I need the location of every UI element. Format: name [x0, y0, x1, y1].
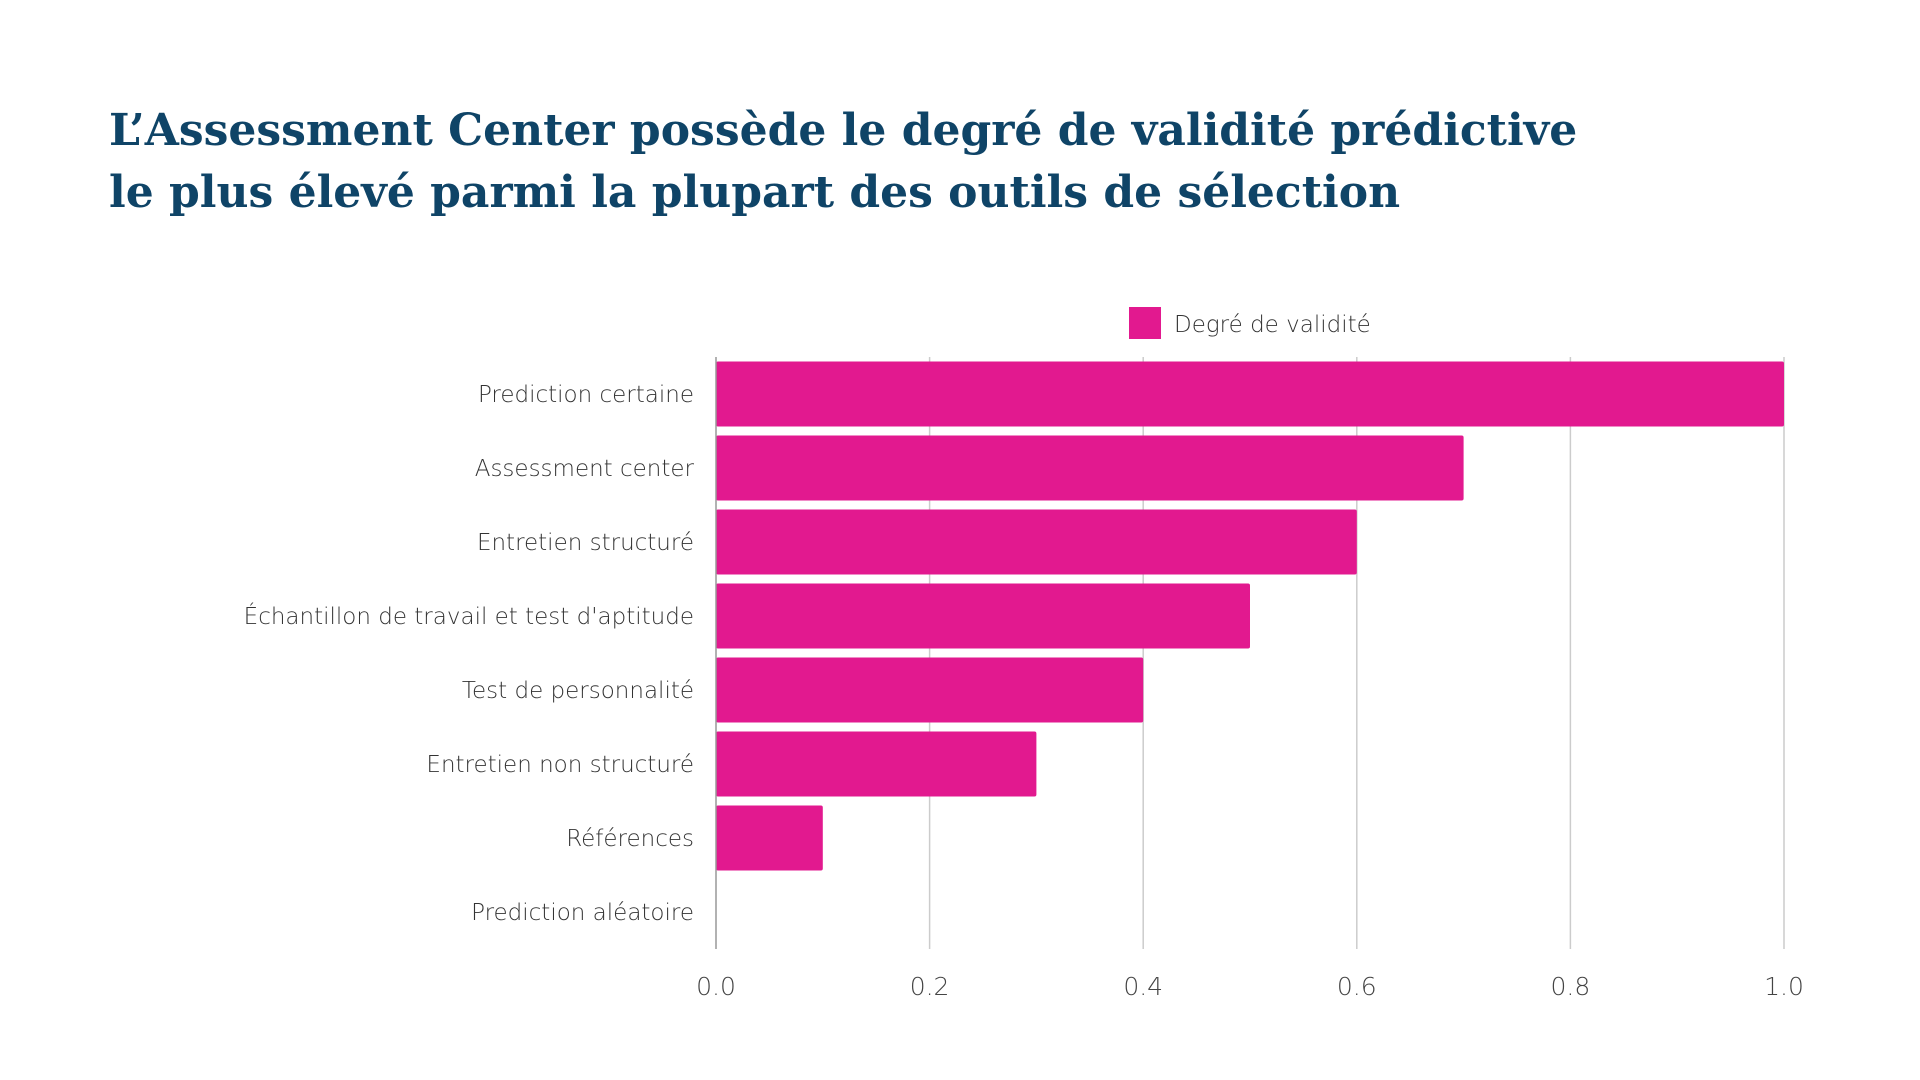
bar — [716, 805, 823, 871]
category-label: Assessment center — [475, 456, 695, 482]
category-label: Test de personnalité — [462, 678, 694, 704]
legend: Degré de validité — [1129, 307, 1371, 339]
x-tick-label: 1.0 — [1764, 972, 1804, 1001]
bar — [716, 509, 1357, 575]
chart-title-line-1: L’Assessment Center possède le degré de … — [109, 105, 1578, 156]
bar — [716, 657, 1144, 723]
x-tick-label: 0.0 — [696, 972, 736, 1001]
x-tick-label: 0.2 — [910, 972, 950, 1001]
category-label: Prediction certaine — [478, 382, 694, 408]
bar — [716, 731, 1037, 797]
category-label: Références — [566, 826, 694, 852]
bar — [716, 361, 1784, 427]
legend-label: Degré de validité — [1174, 312, 1371, 338]
category-label: Entretien structuré — [477, 530, 694, 556]
category-label: Entretien non structuré — [426, 752, 694, 778]
legend-swatch — [1129, 307, 1161, 339]
category-labels: Prediction certaine Assessment center Entr… — [244, 382, 695, 926]
chart-title: L’Assessment Center possède le degré de … — [109, 100, 1577, 224]
x-tick-label: 0.4 — [1123, 972, 1163, 1001]
category-label: Échantillon de travail et test d'aptitud… — [244, 602, 694, 630]
category-label: Prediction aléatoire — [471, 900, 694, 926]
bars — [716, 361, 1784, 871]
x-tick-label: 0.6 — [1337, 972, 1377, 1001]
bar — [716, 583, 1250, 649]
chart-title-line-2: le plus élevé parmi la plupart des outil… — [109, 167, 1401, 218]
tick-labels: 0.0 0.2 0.4 0.6 0.8 1.0 — [696, 972, 1804, 1001]
bar — [716, 435, 1464, 501]
x-tick-label: 0.8 — [1551, 972, 1591, 1001]
